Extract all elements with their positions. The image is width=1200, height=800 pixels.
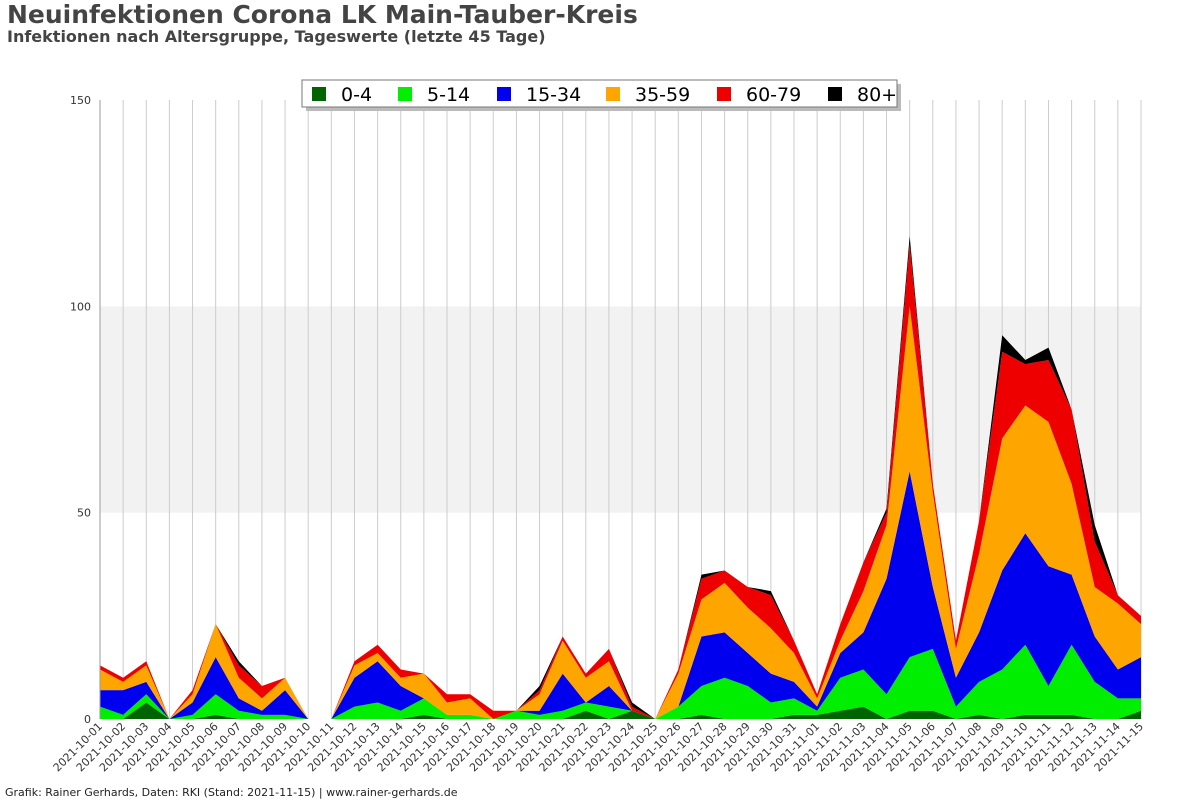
y-tick-label: 50 (77, 507, 91, 520)
legend-label-35-59: 35-59 (635, 84, 690, 106)
legend-swatch-80+ (828, 87, 842, 101)
legend-label-80+: 80+ (857, 84, 897, 106)
legend-swatch-15-34 (497, 87, 511, 101)
series-area-35-59 (100, 306, 1141, 719)
footer-credit: Grafik: Rainer Gerhards, Daten: RKI (Sta… (5, 786, 458, 799)
chart-subtitle: Infektionen nach Altersgruppe, Tageswert… (7, 27, 546, 46)
plot-band (100, 100, 1141, 307)
legend-swatch-0-4 (312, 87, 326, 101)
series-area-5-14 (100, 644, 1141, 719)
legend-swatch-5-14 (398, 87, 412, 101)
legend-swatch-60-79 (717, 87, 731, 101)
legend-swatch-35-59 (606, 87, 620, 101)
legend-label-5-14: 5-14 (427, 84, 470, 106)
y-tick-label: 100 (70, 300, 91, 313)
legend-box (301, 79, 898, 108)
chart-title: Neuinfektionen Corona LK Main-Tauber-Kre… (7, 0, 638, 29)
plot-band (100, 306, 1141, 513)
y-tick-label: 150 (70, 94, 91, 107)
series-area-0-4 (100, 702, 1141, 719)
series-area-15-34 (100, 471, 1141, 719)
legend-label-0-4: 0-4 (341, 84, 372, 106)
y-tick-label: 0 (84, 713, 91, 726)
legend-label-60-79: 60-79 (746, 84, 801, 106)
legend-label-15-34: 15-34 (526, 84, 581, 106)
